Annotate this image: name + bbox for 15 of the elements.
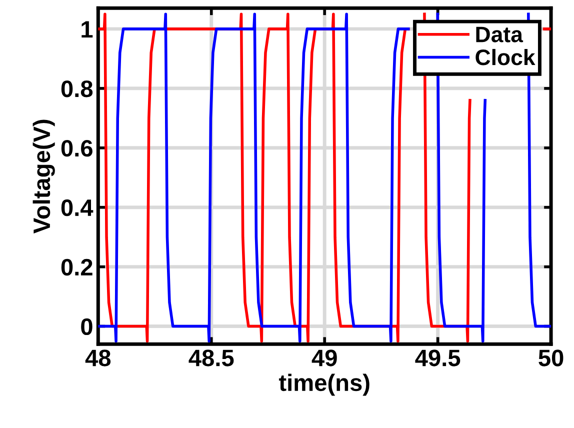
x-tick-label: 48 xyxy=(85,350,111,366)
y-tick-label: 1 xyxy=(82,21,93,38)
y-axis-title: Voltage(V) xyxy=(32,120,55,234)
y-tick-label: 0.2 xyxy=(61,258,92,276)
x-tick-label: 49.5 xyxy=(415,350,460,366)
x-tick-label: 50 xyxy=(538,350,564,366)
x-axis-title: time(ns) xyxy=(278,374,370,396)
y-tick-label: 0.4 xyxy=(61,199,94,216)
legend-label: Clock xyxy=(476,48,536,66)
y-tick-label: 0.6 xyxy=(61,140,92,157)
x-tick-label: 49 xyxy=(312,350,337,366)
y-tick-label: 0 xyxy=(81,318,92,336)
y-tick-label: 0.8 xyxy=(61,80,93,98)
x-tick-label: 48.5 xyxy=(188,350,234,366)
legend-label: Data xyxy=(476,26,524,42)
